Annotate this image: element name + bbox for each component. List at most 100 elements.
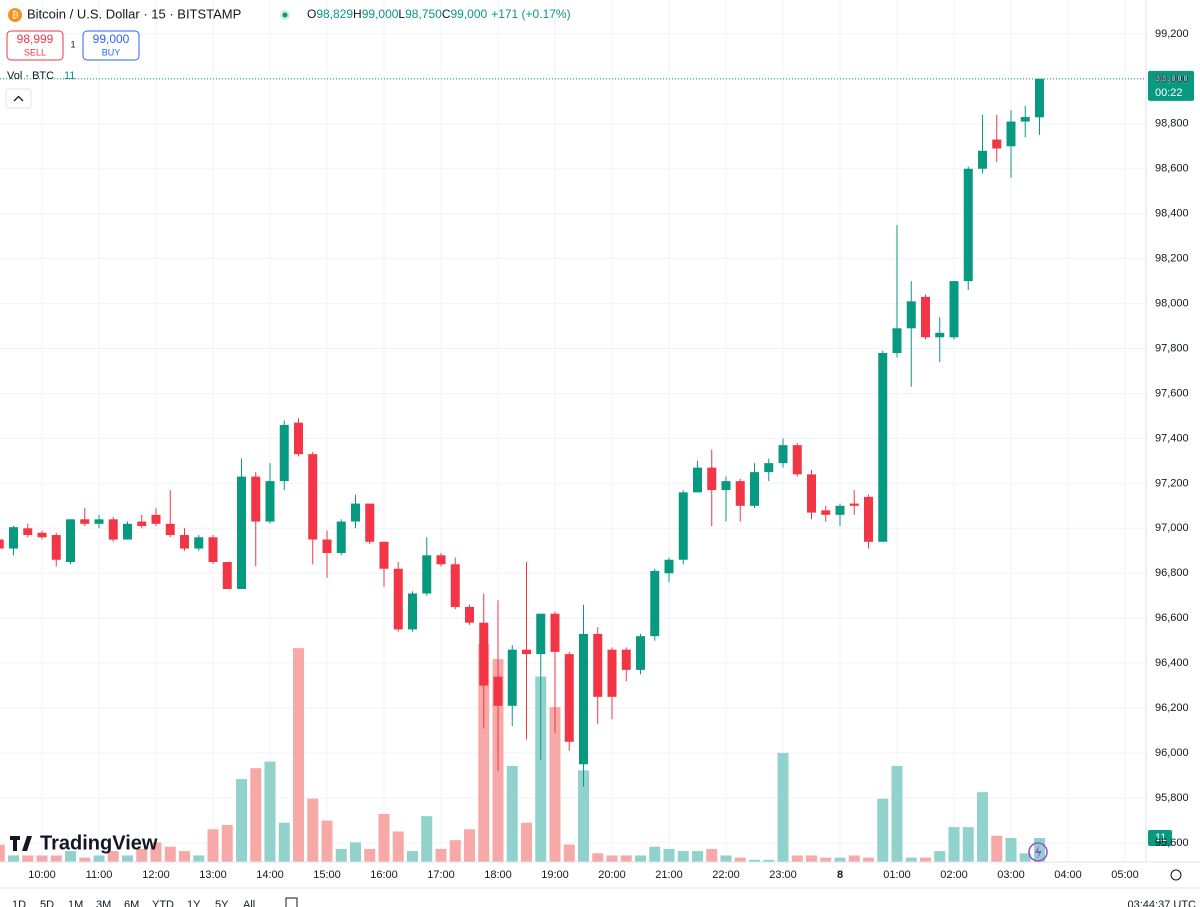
candle-body: [650, 570, 660, 637]
buy-button[interactable]: [82, 30, 140, 61]
candle-body: [536, 613, 546, 655]
volume-bar: [934, 851, 946, 862]
candle-body: [721, 481, 731, 491]
range-button[interactable]: 1Y: [187, 899, 201, 907]
candle-body: [849, 503, 859, 506]
volume-bar: [706, 848, 718, 862]
volume-bar: [535, 676, 547, 862]
candle-body: [693, 467, 702, 493]
sell-price: 98,999: [17, 32, 54, 46]
candle-body: [593, 633, 603, 697]
y-tick-label: 99,000: [1155, 73, 1189, 85]
x-tick-label: 02:00: [940, 869, 968, 881]
volume-bar: [378, 813, 390, 862]
symbol: Bitcoin / U.S. Dollar · 15 · BITSTAMP: [27, 6, 241, 21]
calendar-icon[interactable]: [285, 897, 298, 907]
volume-bar: [863, 857, 874, 862]
candle-body: [265, 481, 275, 522]
candle-body: [37, 532, 47, 538]
collapse-button[interactable]: [5, 88, 32, 109]
candle-body: [379, 541, 389, 569]
volume-bar: [720, 855, 732, 862]
y-tick-label: 97,800: [1155, 342, 1189, 354]
last-price-label: 99,000: [1155, 73, 1189, 85]
volume-bar: [734, 857, 746, 862]
candle-body: [522, 649, 531, 655]
candle-body: [835, 505, 845, 515]
market-status-dot: [282, 12, 288, 18]
volume-bar: [977, 792, 988, 862]
x-tick-label: 01:00: [883, 869, 911, 881]
y-tick-label: 95,600: [1155, 837, 1189, 849]
range-button[interactable]: 5D: [40, 899, 54, 907]
x-tick-label: 12:00: [142, 869, 170, 881]
x-tick-label: 11:00: [86, 869, 113, 881]
candle-body: [906, 301, 916, 329]
last-volume-label: 11: [1155, 832, 1166, 844]
candle-body: [436, 555, 446, 565]
volume-bar: [834, 857, 846, 862]
candle-body: [935, 332, 945, 338]
candle-body: [80, 519, 90, 524]
range-button[interactable]: 3M: [96, 899, 111, 907]
ohlc-value: 99,000: [450, 7, 487, 21]
volume-bar: [236, 779, 247, 862]
x-tick-label: 19:00: [541, 869, 569, 881]
candle-body: [294, 422, 303, 455]
lightning-icon[interactable]: [1028, 842, 1048, 862]
range-button[interactable]: 1M: [68, 899, 83, 907]
countdown: 00:22: [1155, 87, 1183, 99]
btc-icon: [8, 8, 22, 22]
candle-body: [1020, 117, 1030, 122]
logo-mark: [10, 836, 32, 851]
candle-body: [479, 622, 489, 686]
volume-bar: [620, 855, 632, 862]
candle-body: [864, 496, 873, 542]
volume-value: 11: [64, 70, 75, 82]
x-tick-label: 21:00: [655, 869, 683, 881]
y-tick-label: 98,400: [1155, 208, 1189, 220]
volume-bar: [464, 829, 475, 862]
volume-bar: [193, 855, 205, 862]
candle-body: [194, 537, 204, 549]
candle-body: [564, 654, 574, 742]
candle-body: [422, 555, 432, 594]
volume-bar: [749, 859, 760, 862]
clock: 03:44:37 UTC: [1128, 899, 1197, 907]
volume-bar: [991, 835, 1003, 862]
volume-bar: [164, 846, 176, 862]
candle-body: [1006, 121, 1016, 147]
x-tick-label: 04:00: [1054, 869, 1082, 881]
y-tick-label: 96,800: [1155, 567, 1189, 579]
volume-bar: [920, 857, 931, 862]
candle-body: [251, 476, 261, 522]
candle-body: [1035, 78, 1044, 118]
candle-body: [94, 519, 104, 524]
x-tick-label: 17:00: [427, 869, 455, 881]
range-button[interactable]: 1D: [12, 899, 26, 907]
last-price-box: [1148, 70, 1194, 101]
volume-bar: [848, 855, 860, 862]
range-button[interactable]: 6M: [124, 899, 139, 907]
ohlc-key: C: [442, 7, 451, 21]
candle-body: [208, 537, 218, 563]
candle-body: [550, 613, 560, 652]
range-button[interactable]: 5Y: [215, 899, 229, 907]
candle-body: [607, 649, 617, 697]
range-button[interactable]: YTD: [152, 899, 174, 907]
candle-body: [921, 296, 930, 338]
volume-bar: [677, 851, 689, 862]
volume-bar: [820, 857, 832, 862]
candle-body: [750, 472, 759, 506]
volume-bar: [364, 848, 376, 862]
sell-button[interactable]: [6, 30, 64, 61]
volume-bar: [264, 761, 276, 862]
candle-body: [9, 527, 18, 549]
volume-bar: [905, 857, 917, 862]
range-button[interactable]: All: [243, 899, 255, 907]
y-tick-label: 99,200: [1155, 28, 1189, 40]
y-tick-label: 96,000: [1155, 747, 1189, 759]
settings-icon[interactable]: [1170, 869, 1182, 881]
volume-bar: [79, 857, 91, 862]
volume-title: Vol · BTC: [7, 70, 54, 82]
